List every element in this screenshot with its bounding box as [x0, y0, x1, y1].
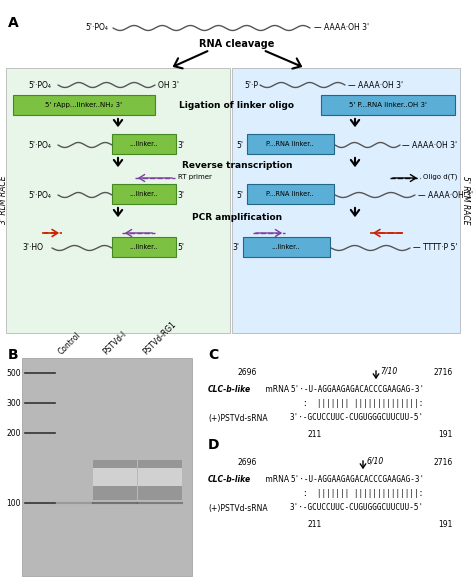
Text: 5'·PO₄: 5'·PO₄ — [28, 141, 51, 149]
Text: mRNA: mRNA — [263, 475, 289, 485]
Text: 2716: 2716 — [434, 458, 453, 467]
Text: PCR amplification: PCR amplification — [192, 213, 282, 223]
Text: RNA cleavage: RNA cleavage — [199, 39, 275, 49]
Text: 5'·P: 5'·P — [244, 80, 258, 90]
FancyBboxPatch shape — [247, 134, 334, 154]
Text: 100: 100 — [7, 499, 21, 507]
Text: (+)PSTVd-sRNA: (+)PSTVd-sRNA — [208, 414, 268, 423]
Text: 5': 5' — [177, 244, 184, 253]
Text: 5': 5' — [236, 141, 243, 149]
Text: P...RNA linker..: P...RNA linker.. — [266, 141, 314, 147]
Text: ...linker..: ...linker.. — [130, 191, 158, 197]
FancyBboxPatch shape — [243, 237, 330, 257]
FancyBboxPatch shape — [112, 237, 176, 257]
Text: 3'·-GCUCCUUC-CUGUGGGCUUCUU-5': 3'·-GCUCCUUC-CUGUGGGCUUCUU-5' — [290, 503, 424, 513]
Text: 3' RLM RACE: 3' RLM RACE — [0, 176, 9, 224]
Text: 5': 5' — [236, 190, 243, 199]
Text: Reverse transcription: Reverse transcription — [182, 161, 292, 169]
Text: PSTVd-I: PSTVd-I — [101, 329, 128, 356]
Text: 6/10: 6/10 — [367, 457, 384, 466]
Text: B: B — [8, 348, 18, 362]
Text: 5' rApp...linker..NH₂ 3': 5' rApp...linker..NH₂ 3' — [46, 102, 122, 108]
Text: 2696: 2696 — [238, 368, 257, 377]
Text: 5'·PO₄: 5'·PO₄ — [28, 190, 51, 199]
Text: 191: 191 — [438, 520, 453, 529]
Text: P...RNA linker..: P...RNA linker.. — [266, 191, 314, 197]
FancyBboxPatch shape — [93, 460, 137, 500]
Text: Control: Control — [57, 330, 83, 356]
FancyBboxPatch shape — [13, 95, 155, 115]
Text: OH 3': OH 3' — [158, 80, 179, 90]
Text: 2716: 2716 — [434, 368, 453, 377]
Text: Ligation of linker oligo: Ligation of linker oligo — [180, 101, 294, 110]
Text: 7/10: 7/10 — [380, 367, 397, 376]
Text: PSTVd-RG1: PSTVd-RG1 — [142, 319, 178, 356]
Text: 200: 200 — [7, 428, 21, 438]
Text: — AAAA·OH 3': — AAAA·OH 3' — [314, 23, 369, 32]
Text: D: D — [208, 438, 219, 452]
FancyBboxPatch shape — [321, 95, 455, 115]
Text: 3'·HO: 3'·HO — [22, 244, 43, 253]
Text: — AAAA·OH 3': — AAAA·OH 3' — [402, 141, 457, 149]
Text: 3'·-GCUCCUUC-CUGUGGGCUUCUU-5': 3'·-GCUCCUUC-CUGUGGGCUUCUU-5' — [290, 414, 424, 423]
Text: — AAAA·OH 3': — AAAA·OH 3' — [418, 190, 473, 199]
FancyBboxPatch shape — [22, 358, 192, 576]
Text: :  ||||||| ||||||||||||||:: : ||||||| ||||||||||||||: — [303, 489, 423, 499]
Text: — AAAA·OH 3': — AAAA·OH 3' — [348, 80, 403, 90]
Text: 300: 300 — [6, 398, 21, 407]
Text: 5'·-U-AGGAAGAGACACCCGAAGAG-3': 5'·-U-AGGAAGAGACACCCGAAGAG-3' — [290, 386, 424, 394]
Text: (+)PSTVd-sRNA: (+)PSTVd-sRNA — [208, 503, 268, 513]
Text: 5' RLM RACE: 5' RLM RACE — [462, 176, 471, 224]
Text: 500: 500 — [6, 369, 21, 377]
Text: 211: 211 — [308, 430, 322, 439]
Text: 191: 191 — [438, 430, 453, 439]
FancyBboxPatch shape — [93, 468, 137, 486]
Text: CLC-b-like: CLC-b-like — [208, 386, 251, 394]
Text: :  ||||||| ||||||||||||||:: : ||||||| ||||||||||||||: — [303, 400, 423, 408]
Text: mRNA: mRNA — [263, 386, 289, 394]
FancyBboxPatch shape — [247, 184, 334, 204]
Text: ...linker..: ...linker.. — [130, 141, 158, 147]
Text: 5' P...RNA linker..OH 3': 5' P...RNA linker..OH 3' — [349, 102, 427, 108]
FancyBboxPatch shape — [112, 134, 176, 154]
Text: 5'·PO₄: 5'·PO₄ — [28, 80, 51, 90]
FancyBboxPatch shape — [232, 68, 460, 333]
Text: 3': 3' — [177, 141, 184, 149]
Text: 3': 3' — [232, 244, 239, 253]
Text: 211: 211 — [308, 520, 322, 529]
Text: C: C — [208, 348, 218, 362]
Text: 2696: 2696 — [238, 458, 257, 467]
Text: ...linker..: ...linker.. — [130, 244, 158, 250]
Text: RT primer: RT primer — [178, 174, 212, 180]
Text: ...linker..: ...linker.. — [272, 244, 300, 250]
FancyBboxPatch shape — [112, 184, 176, 204]
Text: 5'·-U-AGGAAGAGACACCCGAAGAG-3': 5'·-U-AGGAAGAGACACCCGAAGAG-3' — [290, 475, 424, 485]
Text: Oligo d(T): Oligo d(T) — [423, 174, 457, 180]
Text: CLC-b-like: CLC-b-like — [208, 475, 251, 485]
Text: A: A — [8, 16, 19, 30]
Text: — TTTT·P 5': — TTTT·P 5' — [413, 244, 457, 253]
FancyBboxPatch shape — [138, 468, 182, 486]
Text: 5'·PO₄: 5'·PO₄ — [85, 23, 108, 32]
FancyBboxPatch shape — [138, 460, 182, 500]
Text: 3': 3' — [177, 190, 184, 199]
FancyBboxPatch shape — [6, 68, 230, 333]
